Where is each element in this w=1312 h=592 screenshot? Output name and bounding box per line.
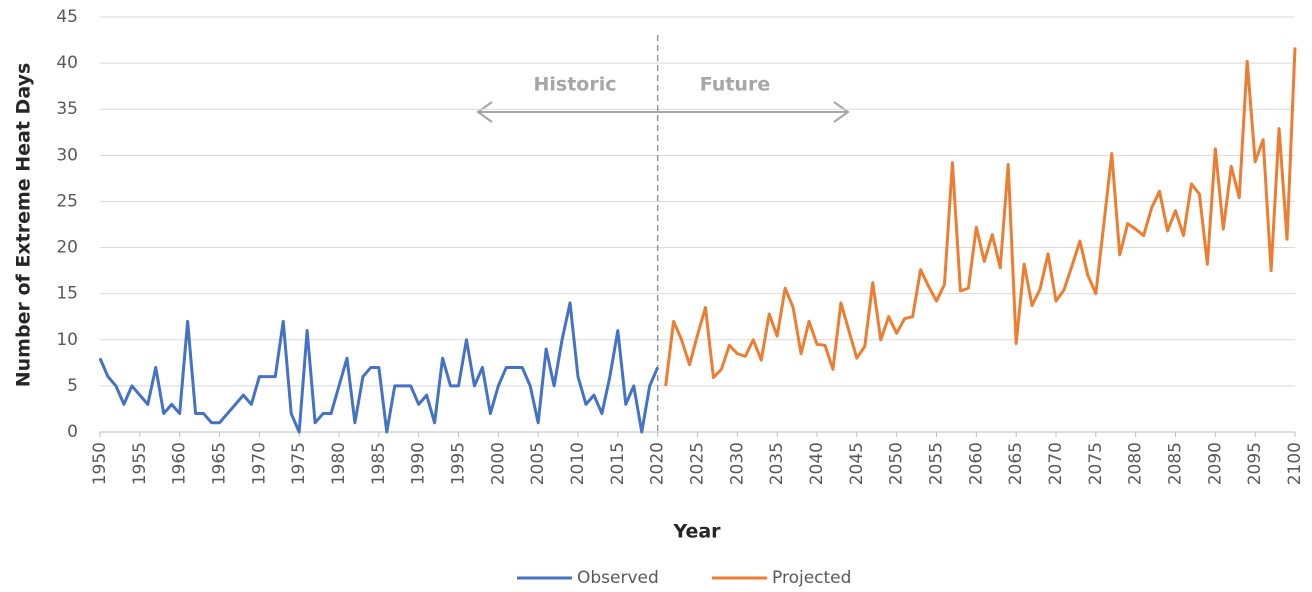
legend-label: Projected bbox=[772, 568, 851, 588]
x-tick-label: 1990 bbox=[409, 442, 429, 485]
y-tick-label: 5 bbox=[67, 376, 78, 396]
x-tick-label: 2070 bbox=[1046, 442, 1066, 485]
x-tick-label: 1980 bbox=[329, 442, 349, 485]
data-line bbox=[664, 47, 1297, 387]
x-tick-label: 1975 bbox=[289, 442, 309, 485]
y-tick-label: 40 bbox=[56, 53, 78, 73]
x-tick-label: 2010 bbox=[568, 442, 588, 485]
x-tick-label: 2100 bbox=[1285, 442, 1305, 485]
x-tick-label: 1965 bbox=[210, 442, 230, 485]
y-tick-label: 30 bbox=[56, 145, 78, 165]
data-line bbox=[98, 301, 660, 434]
x-tick-label: 2030 bbox=[727, 442, 747, 485]
y-tick-label: 20 bbox=[56, 238, 78, 258]
legend-label: Observed bbox=[577, 568, 659, 588]
x-tick-label: 2080 bbox=[1126, 442, 1146, 485]
x-tick-label: 2045 bbox=[847, 442, 867, 485]
y-axis-title: Number of Extreme Heat Days bbox=[13, 63, 35, 388]
x-tick-label: 2055 bbox=[927, 442, 947, 485]
x-tick-label: 1985 bbox=[369, 442, 389, 485]
arrow bbox=[476, 101, 850, 123]
x-tick-label: 2060 bbox=[966, 442, 986, 485]
x-tick-label: 2050 bbox=[887, 442, 907, 485]
x-tick-label: 2020 bbox=[648, 442, 668, 485]
x-tick-label: 1995 bbox=[449, 442, 469, 485]
x-tick-label: 2075 bbox=[1086, 442, 1106, 485]
x-tick-label: 2085 bbox=[1166, 442, 1186, 485]
x-tick-label: 2025 bbox=[688, 442, 708, 485]
annotation: Historic bbox=[533, 74, 616, 96]
y-tick-label: 15 bbox=[56, 284, 78, 304]
x-tick-label: 1970 bbox=[249, 442, 269, 485]
x-tick-label: 1955 bbox=[130, 442, 150, 485]
x-axis-title: Year bbox=[672, 521, 721, 543]
x-tick-label: 2015 bbox=[608, 442, 628, 485]
y-tick-label: 0 bbox=[67, 422, 78, 442]
x-tick-label: 2035 bbox=[767, 442, 787, 485]
y-tick-label: 45 bbox=[56, 7, 78, 27]
y-tick-label: 25 bbox=[56, 191, 78, 211]
x-tick-label: 1960 bbox=[170, 442, 190, 485]
x-tick-label: 2040 bbox=[807, 442, 827, 485]
y-tick-label: 35 bbox=[56, 99, 78, 119]
y-tick-label: 10 bbox=[56, 330, 78, 350]
x-tick-label: 2095 bbox=[1245, 442, 1265, 485]
annotation: Future bbox=[700, 74, 770, 96]
x-tick-label: 1950 bbox=[90, 442, 110, 485]
x-tick-label: 2090 bbox=[1205, 442, 1225, 485]
x-tick-label: 2005 bbox=[528, 442, 548, 485]
x-tick-label: 2000 bbox=[488, 442, 508, 485]
x-tick-label: 2065 bbox=[1006, 442, 1026, 485]
